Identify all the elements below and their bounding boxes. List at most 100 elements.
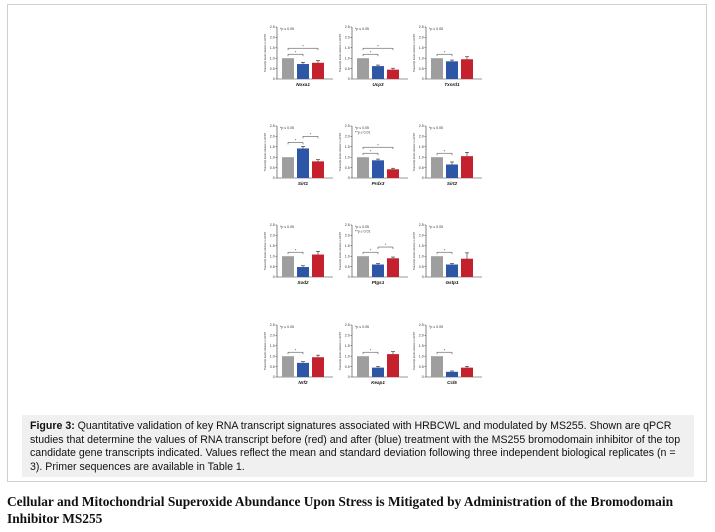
gene-label: Ccl5 (447, 380, 457, 385)
bar-before (387, 258, 399, 277)
significance-legend: *p ≤ 0.05 (429, 27, 443, 31)
significance-star: * (295, 49, 297, 54)
y-tick-label: 2.0 (270, 334, 275, 338)
y-tick-label: 1.5 (270, 344, 275, 348)
y-tick-label: 0.5 (345, 365, 350, 369)
bar-control (357, 356, 369, 377)
y-tick-label: 0 (273, 176, 275, 180)
y-tick-label: 1.5 (270, 46, 275, 50)
gene-label: Sirt1 (298, 181, 309, 186)
significance-star: * (444, 347, 446, 352)
significance-legend: *p ≤ 0.05 (280, 27, 294, 31)
significance-star: * (377, 43, 379, 48)
bar-after (446, 61, 458, 79)
y-tick-label: 0.5 (270, 166, 275, 170)
bar-chart: Transcript levels relative to HPRT 0 0.5 1.… (338, 124, 408, 186)
y-tick-label: 1.5 (419, 244, 424, 248)
significance-star: * (377, 142, 379, 147)
y-tick-label: 0 (348, 275, 350, 279)
bar-after (372, 367, 384, 377)
significance-star: * (370, 148, 372, 153)
bar-chart: Transcript levels relative to HPRT 0 0.5 1.… (338, 223, 408, 285)
y-tick-label: 0.5 (270, 265, 275, 269)
significance-star: * (370, 347, 372, 352)
y-tick-label: 0.5 (419, 166, 424, 170)
bar-after (446, 164, 458, 178)
figure-caption: Figure 3: Quantitative validation of key… (22, 415, 694, 477)
bar-before (461, 367, 473, 377)
y-tick-label: 2.5 (345, 25, 350, 29)
significance-star: * (370, 247, 372, 252)
significance-bracket (362, 251, 379, 255)
y-tick-label: 2.0 (419, 36, 424, 40)
y-tick-label: 0 (422, 375, 424, 379)
bar-control (282, 157, 294, 178)
bar-before (312, 254, 324, 277)
bar-chart: Transcript levels relative to HPRT 0 0.5 1.… (412, 124, 482, 186)
bar-control (282, 58, 294, 79)
bar-after (297, 148, 309, 178)
bar-control (431, 356, 443, 377)
caption-text: Quantitative validation of key RNA trans… (30, 420, 681, 473)
bar-before (387, 69, 399, 79)
y-tick-label: 2.5 (345, 124, 350, 128)
bar-control (431, 58, 443, 79)
y-tick-label: 0.5 (419, 265, 424, 269)
bar-chart: Transcript levels relative to HPRT 0 0.5 1.… (263, 124, 333, 186)
gene-label: Sod2 (297, 280, 309, 285)
bar-before (387, 354, 399, 377)
significance-bracket (287, 251, 304, 255)
y-axis-label: Transcript levels relative to HPRT (263, 132, 267, 171)
y-tick-label: 1.0 (419, 354, 424, 358)
y-axis-label: Transcript levels relative to HPRT (263, 33, 267, 72)
section-heading: Cellular and Mitochondrial Superoxide Ab… (7, 494, 674, 526)
bar-after (297, 362, 309, 377)
bar-chart: Transcript levels relative to HPRT 0 0.5 1.… (263, 223, 333, 285)
y-tick-label: 0 (348, 77, 350, 81)
gene-label: Ptgs1 (372, 280, 385, 285)
significance-legend: *p ≤ 0.05 (355, 325, 369, 329)
significance-legend: **p ≤ 0.01 (355, 229, 370, 233)
significance-legend: *p ≤ 0.05 (355, 27, 369, 31)
y-tick-label: 2.0 (345, 234, 350, 238)
y-tick-label: 1.0 (345, 254, 350, 258)
y-tick-label: 1.5 (345, 244, 350, 248)
y-tick-label: 2.0 (419, 135, 424, 139)
gene-label: Noxa1 (296, 82, 310, 87)
chart-panel-nrf2: Transcript levels relative to HPRT 0 0.5 1.… (263, 319, 333, 411)
y-tick-label: 2.5 (419, 25, 424, 29)
gene-label: Keap1 (371, 380, 385, 385)
y-tick-label: 1.5 (419, 145, 424, 149)
y-tick-label: 0.5 (419, 365, 424, 369)
bar-after (446, 371, 458, 377)
y-axis-label: Transcript levels relative to HPRT (412, 231, 416, 270)
significance-star: * (295, 138, 297, 143)
y-tick-label: 1.0 (270, 56, 275, 60)
significance-bracket (362, 146, 394, 150)
significance-legend: *p ≤ 0.05 (429, 126, 443, 130)
y-tick-label: 2.5 (419, 124, 424, 128)
bar-control (357, 157, 369, 178)
chart-panel-gstp1: Transcript levels relative to HPRT 0 0.5 1.… (412, 219, 482, 311)
y-axis-label: Transcript levels relative to HPRT (338, 331, 342, 370)
y-axis-label: Transcript levels relative to HPRT (412, 132, 416, 171)
significance-bracket (362, 53, 379, 57)
significance-legend: *p ≤ 0.05 (280, 325, 294, 329)
significance-bracket (436, 53, 453, 57)
significance-legend: *p ≤ 0.05 (429, 325, 443, 329)
bar-before (461, 156, 473, 178)
bar-after (446, 264, 458, 277)
significance-bracket (287, 142, 304, 145)
gene-label: Prdx3 (372, 181, 385, 186)
chart-panel-prdx3: Transcript levels relative to HPRT 0 0.5 1.… (338, 120, 408, 212)
y-axis-label: Transcript levels relative to HPRT (338, 231, 342, 270)
significance-legend: *p ≤ 0.05 (280, 225, 294, 229)
y-tick-label: 1.5 (270, 244, 275, 248)
bar-control (431, 157, 443, 178)
significance-bracket (362, 152, 379, 156)
y-axis-label: Transcript levels relative to HPRT (338, 132, 342, 171)
chart-panel-txnrd1: Transcript levels relative to HPRT 0 0.5 1.… (412, 21, 482, 113)
bar-control (282, 356, 294, 377)
y-tick-label: 1.0 (270, 354, 275, 358)
y-tick-label: 2.5 (345, 223, 350, 227)
